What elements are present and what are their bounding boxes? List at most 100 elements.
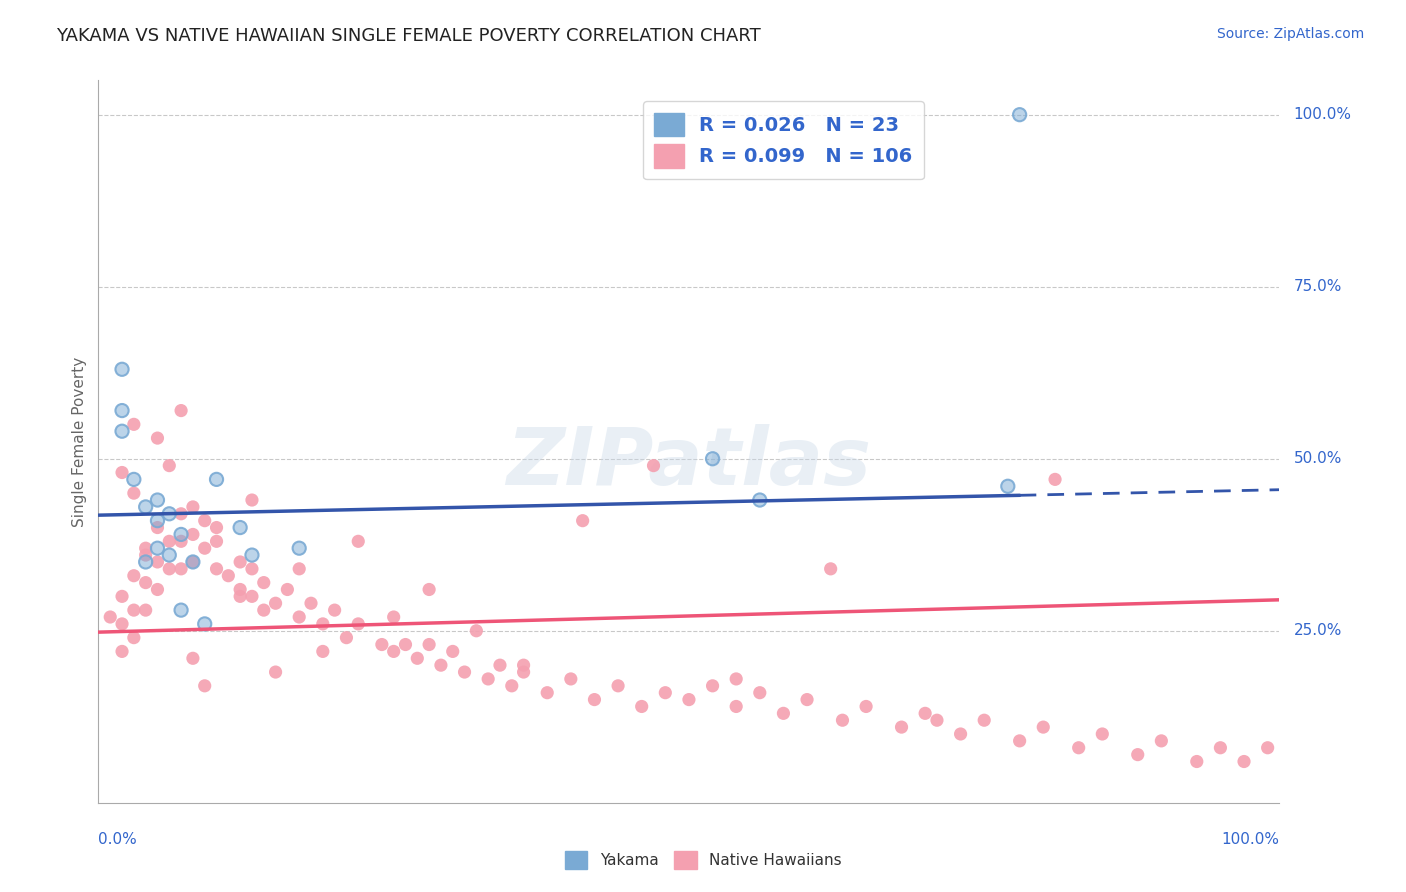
Point	[240, 548, 263, 562]
Y-axis label: Single Female Poverty: Single Female Poverty	[72, 357, 87, 526]
Text: 100.0%: 100.0%	[1222, 831, 1279, 847]
Point	[122, 603, 145, 617]
Point	[229, 520, 252, 534]
Point	[1233, 755, 1256, 769]
Point	[146, 582, 169, 597]
Point	[157, 548, 180, 562]
Point	[240, 548, 263, 562]
Point	[288, 610, 311, 624]
Point	[170, 534, 193, 549]
Point	[583, 692, 606, 706]
Point	[205, 472, 228, 486]
Point	[135, 575, 157, 590]
Point	[170, 527, 193, 541]
Point	[312, 616, 335, 631]
Point	[157, 507, 180, 521]
Point	[536, 686, 558, 700]
Point	[135, 603, 157, 617]
Point	[170, 403, 193, 417]
Point	[181, 555, 204, 569]
Point	[406, 651, 429, 665]
Point	[1150, 734, 1173, 748]
Point	[170, 562, 193, 576]
Point	[135, 541, 157, 556]
Text: 100.0%: 100.0%	[1294, 107, 1351, 122]
Point	[135, 500, 157, 514]
Legend: R = 0.026   N = 23, R = 0.099   N = 106: R = 0.026 N = 23, R = 0.099 N = 106	[643, 101, 924, 179]
Point	[288, 541, 311, 556]
Point	[643, 458, 665, 473]
Point	[571, 514, 593, 528]
Point	[229, 520, 252, 534]
Point	[111, 424, 134, 438]
Point	[890, 720, 912, 734]
Point	[1126, 747, 1149, 762]
Point	[146, 493, 169, 508]
Point	[772, 706, 794, 721]
Point	[820, 562, 842, 576]
Point	[949, 727, 972, 741]
Point	[441, 644, 464, 658]
Point	[1032, 720, 1054, 734]
Point	[181, 527, 204, 541]
Point	[323, 603, 346, 617]
Point	[1257, 740, 1279, 755]
Point	[299, 596, 322, 610]
Point	[748, 686, 770, 700]
Point	[748, 493, 770, 508]
Point	[997, 479, 1019, 493]
Point	[748, 493, 770, 508]
Point	[607, 679, 630, 693]
Point	[288, 541, 311, 556]
Point	[170, 507, 193, 521]
Text: 0.0%: 0.0%	[98, 831, 138, 847]
Point	[630, 699, 652, 714]
Point	[1008, 108, 1031, 122]
Point	[205, 562, 228, 576]
Point	[831, 713, 853, 727]
Point	[157, 458, 180, 473]
Text: 50.0%: 50.0%	[1294, 451, 1341, 467]
Point	[276, 582, 298, 597]
Point	[418, 582, 440, 597]
Point	[146, 541, 169, 556]
Point	[205, 472, 228, 486]
Point	[122, 568, 145, 582]
Point	[796, 692, 818, 706]
Point	[194, 616, 217, 631]
Point	[146, 493, 169, 508]
Point	[111, 466, 134, 480]
Point	[146, 555, 169, 569]
Point	[973, 713, 995, 727]
Point	[157, 507, 180, 521]
Point	[229, 582, 252, 597]
Point	[170, 603, 193, 617]
Point	[146, 514, 169, 528]
Point	[489, 658, 512, 673]
Point	[111, 403, 134, 417]
Point	[702, 679, 724, 693]
Point	[135, 555, 157, 569]
Point	[111, 590, 134, 604]
Point	[725, 699, 748, 714]
Point	[229, 590, 252, 604]
Point	[205, 520, 228, 534]
Point	[181, 651, 204, 665]
Point	[512, 665, 534, 679]
Point	[1185, 755, 1208, 769]
Point	[111, 616, 134, 631]
Point	[253, 603, 276, 617]
Point	[288, 562, 311, 576]
Point	[111, 403, 134, 417]
Point	[98, 610, 121, 624]
Point	[1008, 108, 1031, 122]
Point	[146, 541, 169, 556]
Point	[512, 658, 534, 673]
Point	[997, 479, 1019, 493]
Text: 25.0%: 25.0%	[1294, 624, 1341, 639]
Point	[1008, 734, 1031, 748]
Point	[264, 596, 287, 610]
Point	[914, 706, 936, 721]
Point	[702, 451, 724, 466]
Point	[453, 665, 475, 679]
